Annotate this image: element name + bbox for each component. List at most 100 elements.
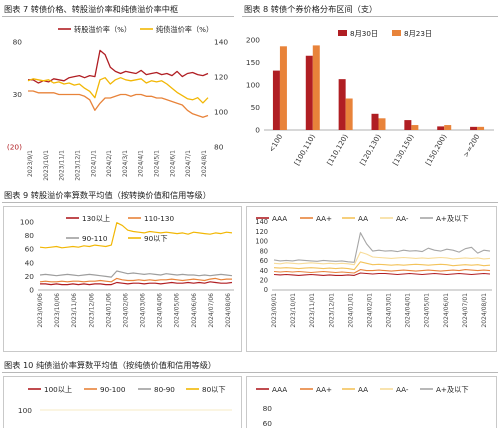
fig9-caption-rule xyxy=(2,202,498,203)
fig10-caption-rule xyxy=(2,372,498,373)
fig9r-x-label-4: 2024/01/01 xyxy=(347,293,354,328)
fig9-left-frame xyxy=(3,206,242,352)
fig7-right-tick-2: 100 xyxy=(214,108,228,117)
fig7-x-label-6: 2024/3/1 xyxy=(122,150,129,177)
fig8-y-tick-3: 50 xyxy=(251,103,261,112)
fig10l-legend-3-label: 80以下 xyxy=(202,385,226,394)
fig9l-y-tick-3: 40 xyxy=(25,258,35,267)
fig9l-x-label-3: 2023/12/06 xyxy=(88,293,95,328)
fig8-caption-rule xyxy=(242,16,498,17)
fig8-legend-0-label: 8月30日 xyxy=(350,29,378,38)
fig7-x-label-10: 2024/7/1 xyxy=(185,150,192,177)
fig9r-x-label-9: 2024/06/01 xyxy=(443,293,450,328)
fig7-right-tick-3: 80 xyxy=(214,143,224,152)
fig7-legend-0-label: 转股溢价率（%） xyxy=(74,25,131,34)
fig9l-x-label-4: 2024/01/06 xyxy=(105,293,112,328)
fig9r-legend-1-label: AA+ xyxy=(316,214,332,223)
fig8-y-tick-1: 150 xyxy=(246,58,260,67)
fig10r-legend-4-label: A+及以下 xyxy=(436,385,469,394)
fig9r-y-tick-7: 0 xyxy=(264,286,268,294)
fig9r-x-label-8: 2024/05/01 xyxy=(424,293,431,328)
fig9l-x-label-10: 2024/07/06 xyxy=(208,293,215,328)
fig8-x-label-0: <100 xyxy=(268,133,285,154)
fig10l-legend-1-label: 90-100 xyxy=(100,385,126,394)
fig9r-y-tick-0: 140 xyxy=(255,218,268,226)
fig9l-x-label-11: 2024/08/06 xyxy=(225,293,232,328)
fig7-caption: 图表 7 转债价格、转股溢价率和纯债溢价率中枢 xyxy=(4,4,179,14)
fig9l-x-label-7: 2024/04/06 xyxy=(157,293,164,328)
fig9r-x-label-10: 2024/07/01 xyxy=(462,293,469,328)
fig9l-legend-1-label: 110-130 xyxy=(144,214,174,223)
fig7-x-label-7: 2024/4/1 xyxy=(138,150,145,177)
fig8-x-label-4: [130,150) xyxy=(391,133,415,167)
fig8-x-label-1: [100,110) xyxy=(293,133,317,167)
fig9l-x-label-0: 2023/09/06 xyxy=(37,293,44,328)
fig8-bar-0-3 xyxy=(371,113,379,130)
fig8-legend-1-label: 8月23日 xyxy=(404,29,432,38)
fig7-x-label-4: 2024/1/1 xyxy=(90,150,97,177)
fig8-legend-1-swatch xyxy=(392,30,401,36)
fig9l-legend-3-label: 90以下 xyxy=(144,234,168,243)
fig8-y-tick-0: 200 xyxy=(246,36,260,45)
fig9r-y-tick-2: 100 xyxy=(255,238,268,246)
fig9r-y-tick-3: 80 xyxy=(260,247,268,255)
fig9r-series-1 xyxy=(273,269,491,274)
fig8-x-label-3: [120,130) xyxy=(359,133,383,167)
fig8-bar-0-2 xyxy=(338,79,346,130)
fig9r-x-label-3: 2023/12/01 xyxy=(328,293,335,328)
fig8-y-tick-2: 100 xyxy=(246,81,260,90)
fig9l-series-3 xyxy=(39,222,233,249)
fig8-bar-1-6 xyxy=(477,126,485,130)
fig8-x-label-2: [110,120) xyxy=(326,133,350,167)
fig9r-x-label-2: 2023/11/01 xyxy=(309,293,316,328)
fig10l-y-tick-0: 100 xyxy=(18,406,32,415)
fig9r-y-tick-1: 120 xyxy=(255,228,268,236)
fig7-right-tick-0: 140 xyxy=(214,38,228,47)
fig9l-y-tick-5: 0 xyxy=(29,286,34,295)
fig7-series-2 xyxy=(28,90,209,118)
fig9l-x-label-2: 2023/11/06 xyxy=(71,293,78,328)
fig7-legend-1-label: 纯债溢价率（%） xyxy=(156,25,213,34)
fig7-x-label-8: 2024/5/1 xyxy=(154,150,161,177)
fig9-right-frame xyxy=(246,206,497,352)
fig9r-x-label-6: 2024/03/01 xyxy=(386,293,393,328)
fig9r-x-label-0: 2023/09/01 xyxy=(271,293,278,328)
fig7-series-1 xyxy=(27,77,209,104)
fig10-caption: 图表 10 纯债溢价率算数平均值（按纯债价值和信用等级） xyxy=(4,360,217,370)
fig9l-series-0 xyxy=(40,281,233,286)
fig7-x-label-5: 2024/2/1 xyxy=(106,150,113,177)
fig7-left-tick-1: 30 xyxy=(13,90,23,99)
fig9r-legend-3-label: AA- xyxy=(396,214,409,223)
fig9r-x-label-11: 2024/08/01 xyxy=(481,293,488,328)
fig8-legend-0-swatch xyxy=(338,30,347,36)
fig9l-x-label-6: 2024/03/06 xyxy=(140,293,147,328)
fig9l-legend-2-label: 90-110 xyxy=(82,234,108,243)
fig10l-legend-2-label: 80-90 xyxy=(154,385,175,394)
fig7-right-tick-1: 120 xyxy=(214,73,228,82)
fig8-x-label-5: [150,200) xyxy=(424,133,448,167)
fig7-x-label-2: 2023/11/1 xyxy=(59,150,66,181)
fig9-caption: 图表 9 转股溢价率算数平均值（按转换价值和信用等级） xyxy=(4,190,211,200)
fig9r-legend-0-label: AAA xyxy=(272,214,287,223)
fig9r-y-tick-6: 20 xyxy=(260,276,268,284)
fig7-x-label-11: 2024/8/1 xyxy=(201,150,208,177)
fig8-y-tick-4: 0 xyxy=(255,126,260,135)
fig7-caption-rule xyxy=(2,16,234,17)
fig9l-series-2 xyxy=(39,270,233,278)
fig8-bar-1-0 xyxy=(279,46,287,130)
fig8-bar-1-3 xyxy=(378,118,386,130)
fig8-bar-0-1 xyxy=(305,55,313,130)
fig8-bar-0-6 xyxy=(470,126,478,130)
fig10-left-frame xyxy=(3,376,242,428)
fig8-bar-1-2 xyxy=(345,98,353,130)
fig8-bar-0-4 xyxy=(404,120,412,130)
fig8-bar-1-4 xyxy=(411,125,419,130)
fig10l-legend-0-label: 100以上 xyxy=(44,385,72,394)
fig9l-series-1 xyxy=(39,277,232,283)
fig8-bar-1-1 xyxy=(312,45,320,130)
fig7-x-label-1: 2023/10/1 xyxy=(43,150,50,181)
fig10r-legend-0-label: AAA xyxy=(272,385,287,394)
fig9r-x-label-7: 2024/04/01 xyxy=(405,293,412,328)
fig7-series-0 xyxy=(28,49,209,84)
